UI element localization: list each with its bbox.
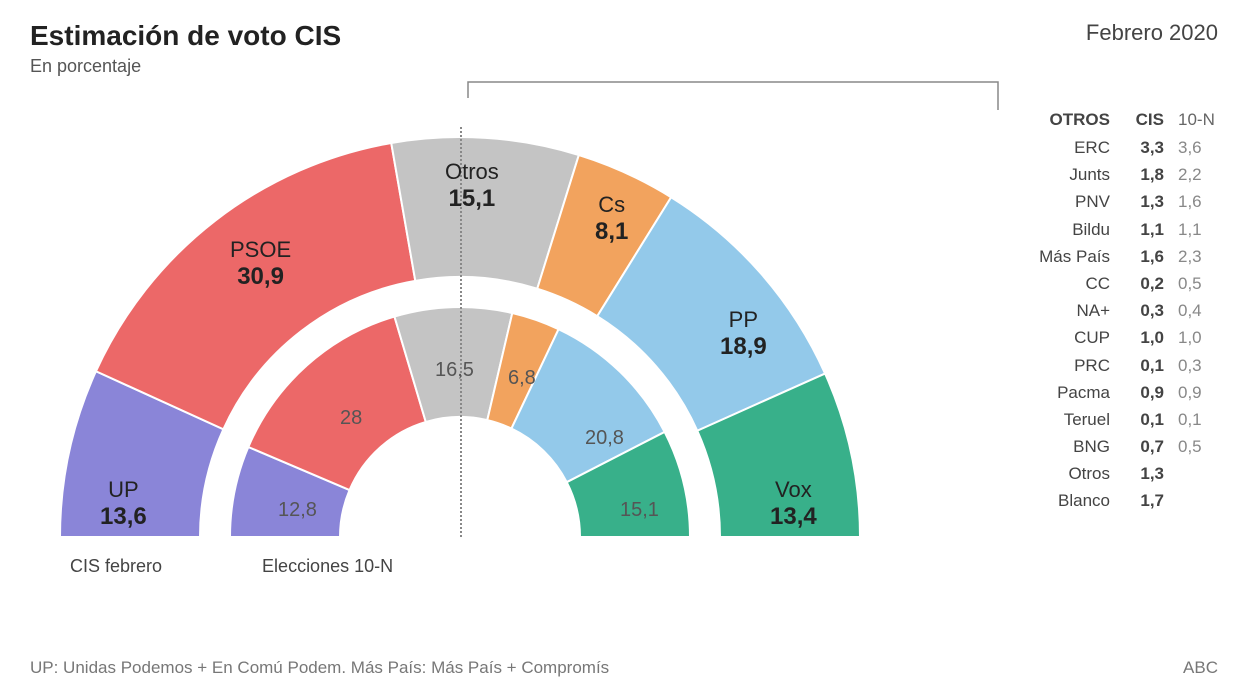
inner-label-pp: 20,8 <box>585 427 624 450</box>
row-10n: 0,3 <box>1178 352 1218 379</box>
row-10n: 1,0 <box>1178 324 1218 351</box>
legend-outer: CIS febrero <box>70 556 162 577</box>
outer-label-pp: PP18,9 <box>720 307 767 362</box>
seg-value: 30,9 <box>230 263 291 292</box>
otros-hdr-c3: 10-N <box>1178 110 1218 130</box>
row-10n: 3,6 <box>1178 134 1218 161</box>
otros-callout-line <box>430 70 1020 120</box>
outer-label-otros: Otros15,1 <box>445 159 499 214</box>
seg-name: Cs <box>595 192 628 218</box>
row-cis: 0,2 <box>1124 270 1164 297</box>
seg-value: 8,1 <box>595 218 628 247</box>
table-row: Otros 1,3 <box>1032 460 1218 487</box>
chart-subtitle: En porcentaje <box>30 56 341 77</box>
inner-label-vox: 15,1 <box>620 499 659 522</box>
row-cis: 0,1 <box>1124 406 1164 433</box>
row-name: CC <box>1032 270 1110 297</box>
table-row: PNV 1,3 1,6 <box>1032 188 1218 215</box>
row-cis: 1,8 <box>1124 161 1164 188</box>
inner-label-psoe: 28 <box>340 407 362 430</box>
row-cis: 1,7 <box>1124 487 1164 514</box>
row-cis: 0,7 <box>1124 433 1164 460</box>
row-name: PNV <box>1032 188 1110 215</box>
seg-name: PP <box>720 307 767 333</box>
row-cis: 1,0 <box>1124 324 1164 351</box>
row-name: Más País <box>1032 243 1110 270</box>
row-10n <box>1178 460 1218 487</box>
table-row: Blanco 1,7 <box>1032 487 1218 514</box>
otros-hdr-c1: OTROS <box>1032 110 1110 130</box>
table-row: NA+ 0,3 0,4 <box>1032 297 1218 324</box>
seg-value: 13,4 <box>770 503 817 532</box>
row-cis: 1,3 <box>1124 460 1164 487</box>
table-row: Bildu 1,1 1,1 <box>1032 216 1218 243</box>
inner-label-up: 12,8 <box>278 499 317 522</box>
table-row: BNG 0,7 0,5 <box>1032 433 1218 460</box>
otros-header: OTROS CIS 10-N <box>1032 110 1218 130</box>
outer-label-cs: Cs8,1 <box>595 192 628 247</box>
seg-value: 13,6 <box>100 503 147 532</box>
row-cis: 1,6 <box>1124 243 1164 270</box>
row-10n: 1,1 <box>1178 216 1218 243</box>
chart-title: Estimación de voto CIS <box>30 20 341 52</box>
legend-inner: Elecciones 10-N <box>262 556 393 577</box>
chart-date: Febrero 2020 <box>1086 20 1218 46</box>
row-10n: 0,4 <box>1178 297 1218 324</box>
row-10n: 2,3 <box>1178 243 1218 270</box>
row-name: CUP <box>1032 324 1110 351</box>
row-10n: 0,5 <box>1178 270 1218 297</box>
seg-name: PSOE <box>230 237 291 263</box>
otros-table: OTROS CIS 10-N ERC 3,3 3,6 Junts 1,8 2,2 PNV 1,… <box>1032 110 1218 515</box>
seg-name: UP <box>100 477 147 503</box>
row-name: ERC <box>1032 134 1110 161</box>
source-label: ABC <box>1183 658 1218 678</box>
inner-label-cs: 6,8 <box>508 367 536 390</box>
row-name: Teruel <box>1032 406 1110 433</box>
row-name: Pacma <box>1032 379 1110 406</box>
row-cis: 0,1 <box>1124 352 1164 379</box>
table-row: Junts 1,8 2,2 <box>1032 161 1218 188</box>
row-cis: 0,9 <box>1124 379 1164 406</box>
row-name: BNG <box>1032 433 1110 460</box>
semicircle-chart: UP13,6PSOE30,9Otros15,1Cs8,1PP18,9Vox13,… <box>30 97 890 567</box>
table-row: ERC 3,3 3,6 <box>1032 134 1218 161</box>
row-name: PRC <box>1032 352 1110 379</box>
row-10n: 2,2 <box>1178 161 1218 188</box>
outer-label-up: UP13,6 <box>100 477 147 532</box>
seg-value: 18,9 <box>720 333 767 362</box>
row-10n <box>1178 487 1218 514</box>
row-cis: 3,3 <box>1124 134 1164 161</box>
otros-hdr-c2: CIS <box>1124 110 1164 130</box>
row-name: Otros <box>1032 460 1110 487</box>
row-name: Junts <box>1032 161 1110 188</box>
row-cis: 0,3 <box>1124 297 1164 324</box>
row-cis: 1,3 <box>1124 188 1164 215</box>
table-row: PRC 0,1 0,3 <box>1032 352 1218 379</box>
table-row: CUP 1,0 1,0 <box>1032 324 1218 351</box>
row-10n: 0,5 <box>1178 433 1218 460</box>
seg-value: 15,1 <box>445 185 499 214</box>
row-10n: 1,6 <box>1178 188 1218 215</box>
seg-name: Otros <box>445 159 499 185</box>
row-name: Blanco <box>1032 487 1110 514</box>
row-10n: 0,1 <box>1178 406 1218 433</box>
outer-label-vox: Vox13,4 <box>770 477 817 532</box>
seg-name: Vox <box>770 477 817 503</box>
footer-note: UP: Unidas Podemos + En Comú Podem. Más … <box>30 658 609 678</box>
inner-label-otros: 16,5 <box>435 359 474 382</box>
outer-label-psoe: PSOE30,9 <box>230 237 291 292</box>
table-row: Más País 1,6 2,3 <box>1032 243 1218 270</box>
row-10n: 0,9 <box>1178 379 1218 406</box>
table-row: Pacma 0,9 0,9 <box>1032 379 1218 406</box>
table-row: CC 0,2 0,5 <box>1032 270 1218 297</box>
table-row: Teruel 0,1 0,1 <box>1032 406 1218 433</box>
row-name: NA+ <box>1032 297 1110 324</box>
row-name: Bildu <box>1032 216 1110 243</box>
row-cis: 1,1 <box>1124 216 1164 243</box>
